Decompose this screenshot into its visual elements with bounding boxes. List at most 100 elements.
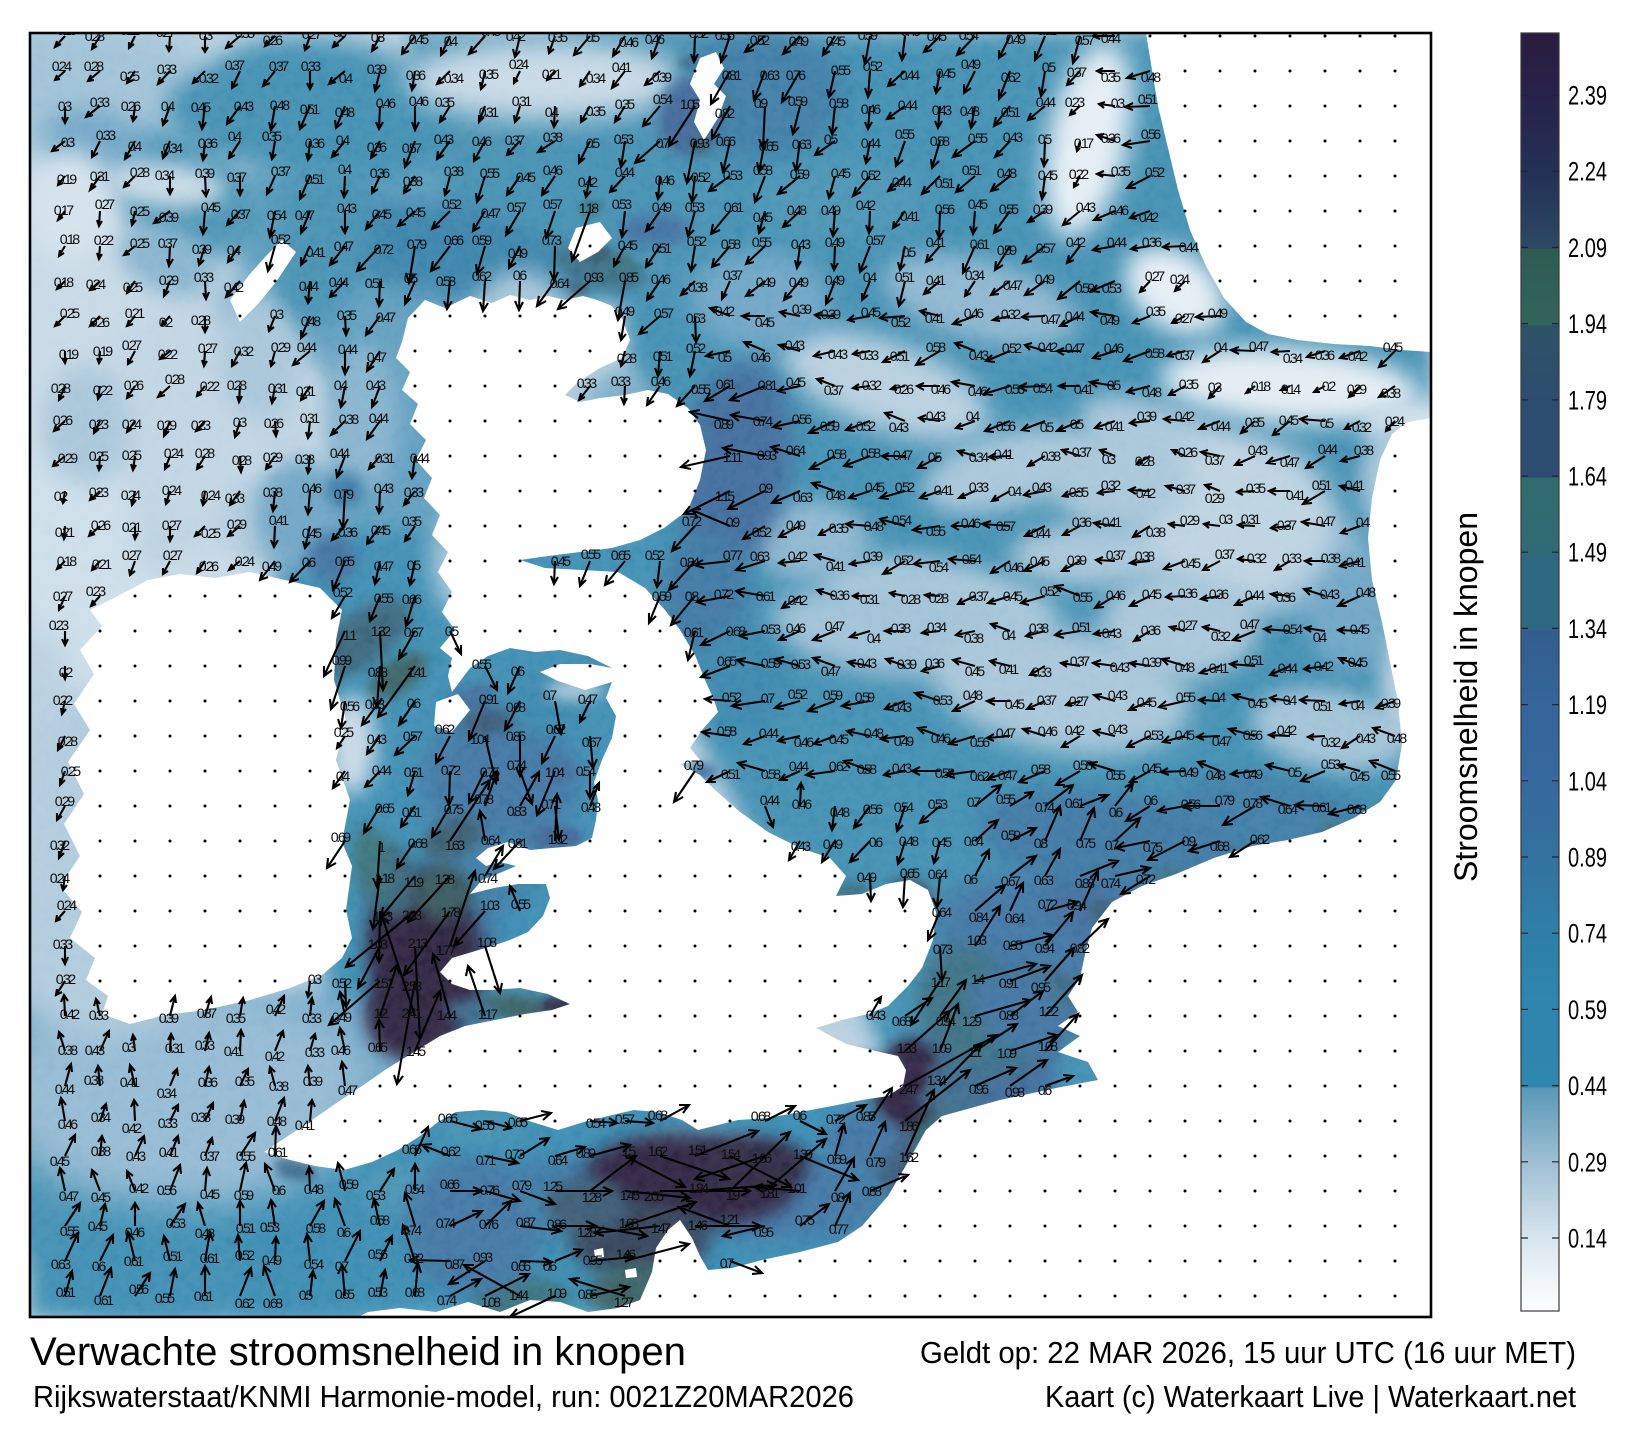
svg-text:0.33: 0.33 [577,376,598,392]
svg-text:0.5: 0.5 [1320,416,1335,432]
svg-text:0.46: 0.46 [961,516,982,532]
svg-text:0.3: 0.3 [333,25,348,41]
svg-text:1.38: 1.38 [435,872,456,888]
svg-text:0.49: 0.49 [615,304,636,320]
svg-text:0.76: 0.76 [480,1183,501,1199]
svg-text:0.96: 0.96 [969,1082,990,1098]
svg-text:0.26: 0.26 [894,382,915,398]
svg-text:0.2: 0.2 [54,489,69,505]
svg-text:0.43: 0.43 [932,103,953,119]
svg-text:0.33: 0.33 [859,348,880,364]
svg-text:0.68: 0.68 [1210,839,1231,855]
svg-text:0.44: 0.44 [369,411,390,427]
svg-text:0.51: 0.51 [895,270,916,286]
svg-text:0.33: 0.33 [157,62,178,78]
svg-text:0.29: 0.29 [263,450,284,466]
svg-text:0.49: 0.49 [262,1253,283,1269]
svg-text:2.05: 2.05 [644,1189,665,1205]
svg-text:0.42: 0.42 [266,1002,287,1018]
svg-text:0.36: 0.36 [198,1075,219,1091]
svg-text:0.72: 0.72 [374,242,395,258]
svg-text:0.38: 0.38 [964,631,985,647]
svg-text:0.45: 0.45 [371,523,392,539]
svg-text:0.5: 0.5 [586,30,601,46]
svg-text:0.61: 0.61 [200,1251,221,1267]
svg-text:0.56: 0.56 [970,735,991,751]
svg-text:0.61: 0.61 [756,589,777,605]
svg-text:0.46: 0.46 [1104,341,1125,357]
svg-text:0.65: 0.65 [375,801,396,817]
svg-text:0.45: 0.45 [826,34,847,50]
svg-text:0.34: 0.34 [163,141,184,157]
svg-text:0.48: 0.48 [1356,585,1377,601]
svg-text:0.58: 0.58 [1031,762,1052,778]
svg-text:0.54: 0.54 [892,513,913,529]
svg-text:0.38: 0.38 [269,1079,290,1095]
svg-text:0.26: 0.26 [199,559,220,575]
svg-text:0.36: 0.36 [830,588,851,604]
svg-text:0.53: 0.53 [612,197,633,213]
svg-text:0.27: 0.27 [1175,311,1196,327]
svg-text:0.5: 0.5 [1107,378,1122,394]
svg-text:0.32: 0.32 [862,378,883,394]
svg-text:0.2: 0.2 [159,315,174,331]
svg-text:0.27: 0.27 [163,548,184,564]
svg-text:0.51: 0.51 [1138,92,1159,108]
svg-text:0.53: 0.53 [791,657,812,673]
svg-text:0.51: 0.51 [962,163,983,179]
svg-text:0.47: 0.47 [295,208,316,224]
svg-text:1.09: 1.09 [932,1041,953,1057]
svg-text:0.37: 0.37 [269,59,290,75]
svg-text:0.4: 0.4 [863,270,878,286]
svg-text:0.45: 0.45 [831,166,852,182]
svg-text:0.48: 0.48 [830,805,851,821]
svg-text:2.13: 2.13 [408,936,429,952]
svg-text:0.43: 0.43 [1102,626,1123,642]
svg-text:0.91: 0.91 [479,692,500,708]
svg-text:0.4: 0.4 [339,71,354,87]
svg-text:0.36: 0.36 [925,656,946,672]
svg-text:1.08: 1.08 [1038,1039,1059,1055]
svg-text:1.51: 1.51 [374,976,395,992]
svg-text:0.36: 0.36 [1276,590,1297,606]
svg-text:0.44: 0.44 [1245,588,1266,604]
svg-text:0.3: 0.3 [199,28,214,44]
svg-text:0.24: 0.24 [1170,272,1191,288]
svg-text:0.45: 0.45 [861,305,882,321]
svg-text:0.53: 0.53 [723,168,744,184]
svg-text:0.68: 0.68 [405,1285,426,1301]
svg-text:0.48: 0.48 [335,105,356,121]
svg-text:0.41: 0.41 [900,209,921,225]
svg-text:0.6: 0.6 [869,835,884,851]
svg-text:1.41: 1.41 [407,665,428,681]
svg-text:0.45: 0.45 [932,835,953,851]
svg-text:1.22: 1.22 [1039,1004,1060,1020]
svg-text:0.81: 0.81 [508,836,529,852]
svg-text:0.46: 0.46 [619,35,640,51]
svg-text:1.86: 1.86 [899,1119,920,1135]
svg-text:0.62: 0.62 [546,722,567,738]
svg-text:0.5: 0.5 [1040,420,1055,436]
svg-text:0.57: 0.57 [402,141,423,157]
svg-text:0.49: 0.49 [1035,272,1056,288]
svg-text:2.58: 2.58 [402,979,423,995]
svg-text:0.46: 0.46 [543,163,564,179]
svg-text:0.47: 0.47 [998,768,1019,784]
svg-text:0.88: 0.88 [1075,876,1096,892]
svg-text:1.49: 1.49 [1568,538,1607,568]
svg-text:0.31: 0.31 [375,451,396,467]
svg-text:2.03: 2.03 [402,908,423,924]
svg-text:0.52: 0.52 [333,585,354,601]
svg-text:0.44: 0.44 [1211,419,1232,435]
svg-text:0.59: 0.59 [339,1177,360,1193]
svg-text:0.21: 0.21 [542,67,563,83]
svg-text:1.79: 1.79 [1568,385,1607,415]
svg-text:0.28: 0.28 [617,351,638,367]
svg-text:1.68: 1.68 [619,1216,640,1232]
svg-text:0.54: 0.54 [894,800,915,816]
svg-text:0.32: 0.32 [56,972,77,988]
svg-text:0.26: 0.26 [90,315,111,331]
svg-text:0.21: 0.21 [122,520,143,536]
svg-text:0.49: 0.49 [1006,32,1027,48]
svg-text:0.39: 0.39 [821,307,842,323]
